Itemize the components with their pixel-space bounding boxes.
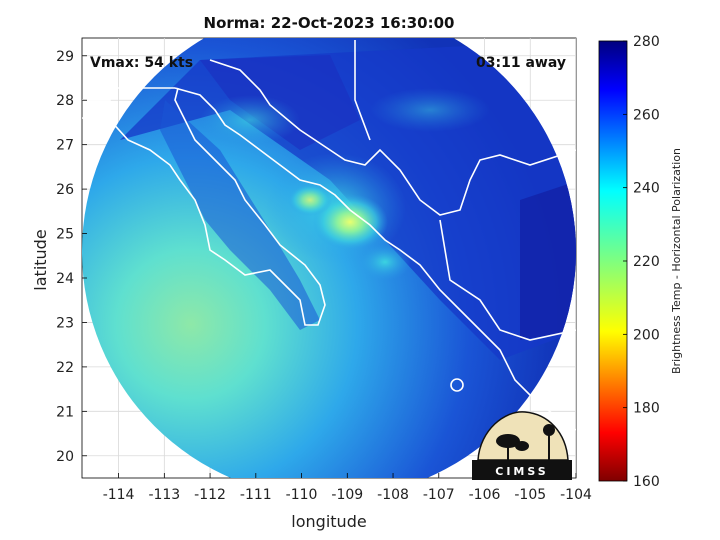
colorbar-label: Brightness Temp - Horizontal Polarizatio… [670,148,683,374]
y-tick-label: 20 [56,449,74,465]
x-tick-label: -109 [331,487,363,503]
y-tick-label: 27 [56,138,74,154]
x-tick-label: -107 [423,487,455,503]
colorbar-tick-label: 260 [633,107,660,123]
time-away-annotation: 03:11 away [476,55,566,71]
colorbar-tick-label: 280 [633,34,660,50]
colorbar-tick-label: 240 [633,181,660,197]
y-tick-label: 28 [56,93,74,109]
colorbar [598,40,628,482]
vmax-annotation: Vmax: 54 kts [90,55,193,71]
x-axis-ticks: -114 -113 -112 -111 -110 -109 -108 -107 -106 -105… [103,473,592,503]
x-tick-label: -113 [148,487,180,503]
y-tick-label: 23 [56,315,74,331]
cimss-logo: CIMSS [472,411,572,480]
x-tick-label: -114 [103,487,135,503]
x-tick-label: -112 [194,487,226,503]
x-axis-label: longitude [291,512,366,531]
x-tick-label: -105 [514,487,546,503]
chart-title: Norma: 22-Oct-2023 16:30:00 [204,14,455,32]
y-tick-label: 24 [56,271,74,287]
x-tick-label: -111 [240,487,272,503]
colorbar-tick-label: 200 [633,327,660,343]
x-tick-label: -104 [560,487,592,503]
colorbar-ticks: 280 260 240 220 200 180 160 [623,34,660,490]
y-tick-label: 22 [56,360,74,376]
x-tick-label: -106 [469,487,501,503]
cimss-logo-text: CIMSS [495,465,548,478]
brightness-temp-swath [82,38,576,478]
x-tick-label: -110 [286,487,318,503]
x-tick-label: -108 [377,487,409,503]
colorbar-tick-label: 160 [633,474,660,490]
coastlines [82,40,576,431]
y-tick-label: 29 [56,49,74,65]
colorbar-tick-label: 220 [633,254,660,270]
y-axis-ticks: 20 21 22 23 24 25 26 27 28 29 [56,49,87,465]
y-tick-label: 25 [56,227,74,243]
y-axis-label: latitude [31,229,50,290]
colorbar-tick-label: 180 [633,401,660,417]
y-tick-label: 21 [56,404,74,420]
y-tick-label: 26 [56,182,74,198]
